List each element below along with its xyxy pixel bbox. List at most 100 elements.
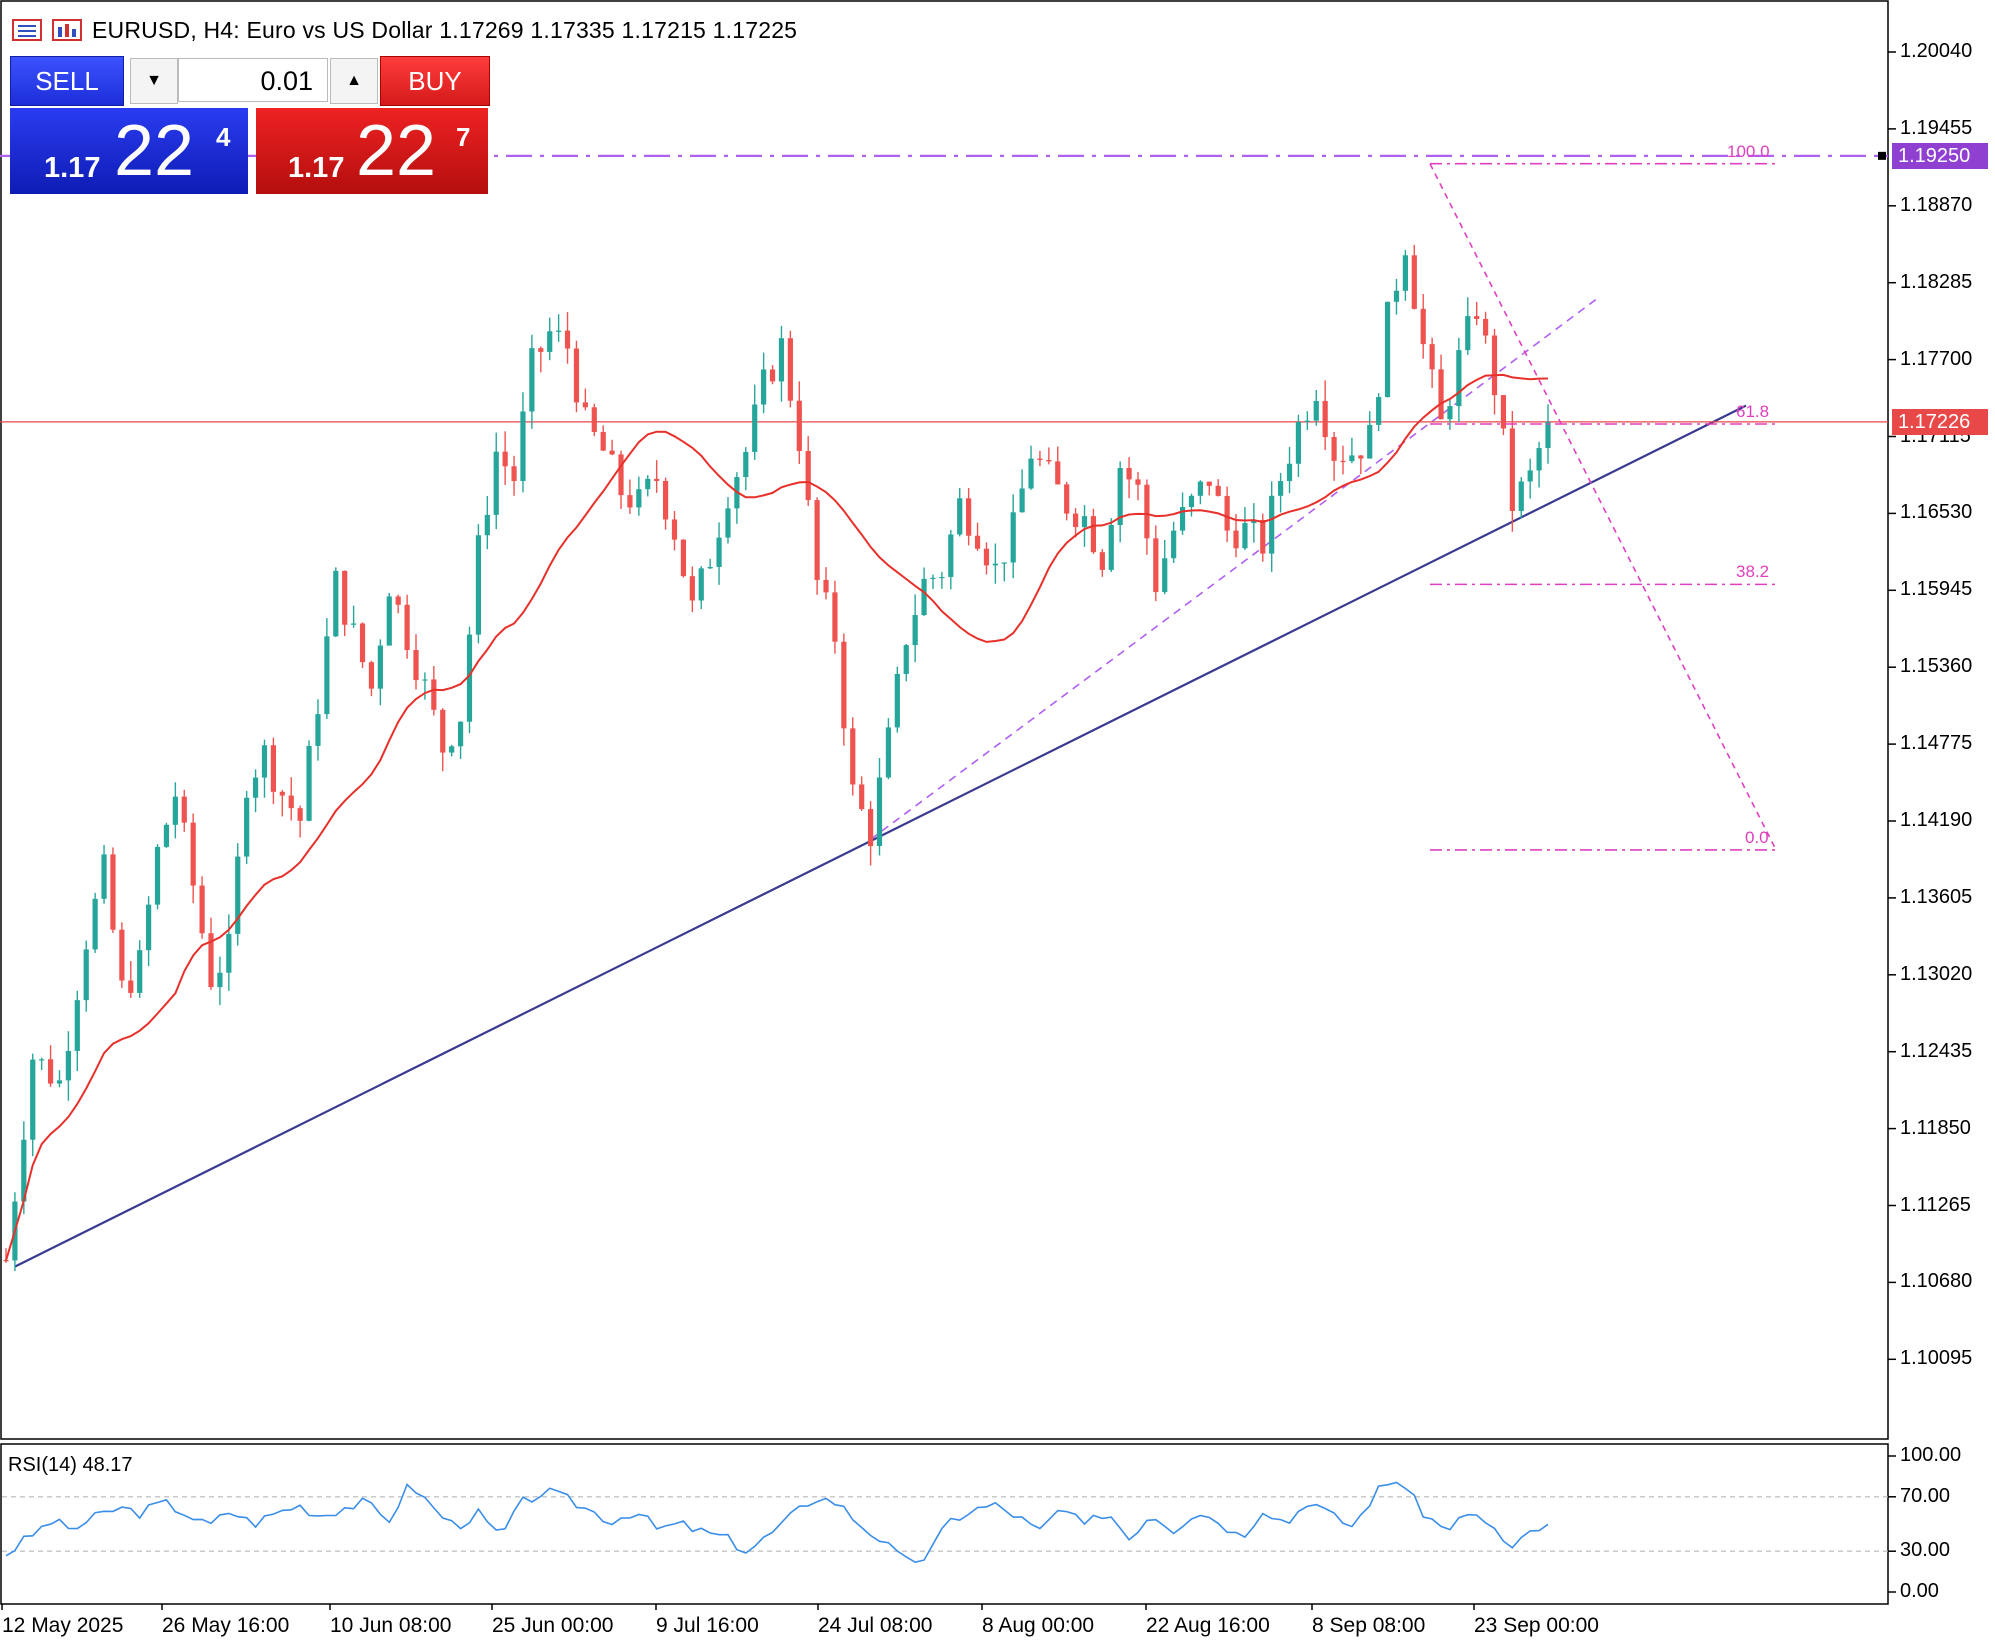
price-level-tag: 1.19250 — [1892, 142, 1988, 169]
fibonacci-trend-line — [1429, 163, 1777, 851]
candle-body — [511, 466, 517, 482]
candle-body — [404, 604, 410, 651]
candle-body — [297, 808, 303, 821]
candle-body — [1456, 350, 1462, 407]
sell-price-pips: 22 — [114, 111, 195, 191]
candle-body — [992, 563, 998, 566]
candle-body — [912, 614, 918, 646]
candle-body — [761, 369, 767, 405]
candle-body — [261, 745, 268, 778]
candle-body — [867, 809, 874, 847]
time-axis-label: 25 Jun 00:00 — [492, 1614, 614, 1637]
candle-body — [1393, 290, 1400, 302]
candle-body — [1188, 495, 1195, 508]
candle-body — [3, 1260, 9, 1262]
candle-body — [1411, 255, 1417, 309]
candle-body — [279, 791, 285, 796]
candle-body — [1278, 481, 1284, 496]
candle-body — [618, 454, 624, 496]
candle-body — [1055, 461, 1061, 485]
candle-body — [235, 856, 241, 934]
candle-body — [368, 662, 375, 689]
price-axis-label: 1.14775 — [1900, 732, 1973, 755]
candle-body — [1001, 562, 1007, 564]
sell-price-button[interactable]: 1.17 22 4 — [10, 108, 248, 194]
buy-button[interactable]: BUY — [380, 56, 490, 106]
candle-body — [1019, 488, 1025, 513]
candle-body — [146, 904, 152, 951]
price-axis-label: 1.20040 — [1900, 40, 1973, 62]
lot-increase-button[interactable]: ▲ — [330, 58, 378, 104]
candle-body — [600, 431, 606, 451]
candle-body — [422, 679, 428, 681]
candle-body — [137, 950, 143, 993]
candle-body — [449, 746, 455, 753]
candle-body — [119, 929, 125, 981]
candle-body — [1509, 428, 1515, 512]
candle-body — [564, 330, 571, 349]
candle-body — [1376, 397, 1382, 425]
rsi-axis-label: 0.00 — [1900, 1580, 1939, 1602]
candle-body — [47, 1059, 54, 1084]
candle-body — [1126, 467, 1132, 480]
time-axis-label: 24 Jul 08:00 — [818, 1614, 933, 1637]
candle-body — [101, 854, 107, 899]
candle-body — [1099, 552, 1105, 570]
candle-body — [252, 777, 259, 798]
candle-body — [306, 745, 312, 821]
fibonacci-level-label: 38.2 — [1736, 562, 1770, 582]
candle-body — [181, 796, 187, 823]
lot-size-input[interactable]: 0.01 — [178, 58, 328, 102]
rsi-line — [5, 1481, 1549, 1564]
candle-body — [966, 498, 972, 536]
candle-body — [56, 1080, 63, 1084]
candle-body — [538, 348, 544, 352]
candle-body — [1545, 421, 1551, 449]
fibonacci-level-label: 61.8 — [1736, 402, 1770, 421]
time-axis-label: 8 Aug 00:00 — [982, 1614, 1095, 1637]
candle-body — [769, 369, 776, 382]
sell-button[interactable]: SELL — [10, 56, 124, 106]
candle-body — [440, 709, 446, 753]
candle-body — [1358, 455, 1364, 459]
candle-body — [199, 885, 205, 934]
depth-chart-icon — [52, 19, 82, 41]
candle-body — [1420, 308, 1426, 345]
candle-body — [217, 972, 223, 988]
candle-body — [1349, 455, 1355, 462]
candle-body — [1215, 485, 1221, 496]
candle-body — [930, 577, 936, 580]
candle-body — [1518, 481, 1524, 512]
candle-body — [466, 634, 473, 722]
candle-body — [1153, 538, 1159, 593]
lot-decrease-button[interactable]: ▼ — [130, 58, 178, 104]
candle-body — [921, 578, 927, 615]
candle-body — [315, 714, 321, 746]
candle-body — [377, 645, 383, 689]
candle-body — [1260, 519, 1266, 554]
candle-body — [1304, 420, 1310, 423]
candle-body — [903, 645, 909, 674]
candle-body — [1242, 523, 1248, 549]
candle-body — [1536, 448, 1542, 471]
candle-body — [671, 519, 678, 540]
candle-body — [172, 796, 178, 825]
candle-body — [324, 636, 330, 715]
buy-price-button[interactable]: 1.17 22 7 — [256, 108, 488, 194]
channel-trendline — [870, 295, 1601, 841]
candle-body — [591, 407, 597, 432]
price-axis-label: 1.11850 — [1900, 1116, 1971, 1139]
candle-body — [208, 933, 214, 988]
candle-body — [974, 535, 981, 549]
candle-body — [457, 721, 464, 747]
price-axis-label: 1.14190 — [1900, 809, 1973, 831]
sell-price-prefix: 1.17 — [44, 152, 101, 184]
sell-price-fraction: 4 — [216, 122, 231, 152]
candle-body — [110, 854, 116, 930]
candle-body — [83, 949, 89, 1001]
candle-body — [1340, 460, 1346, 463]
candle-body — [1438, 369, 1444, 420]
candle-body — [1483, 318, 1489, 336]
candle-body — [876, 777, 883, 847]
